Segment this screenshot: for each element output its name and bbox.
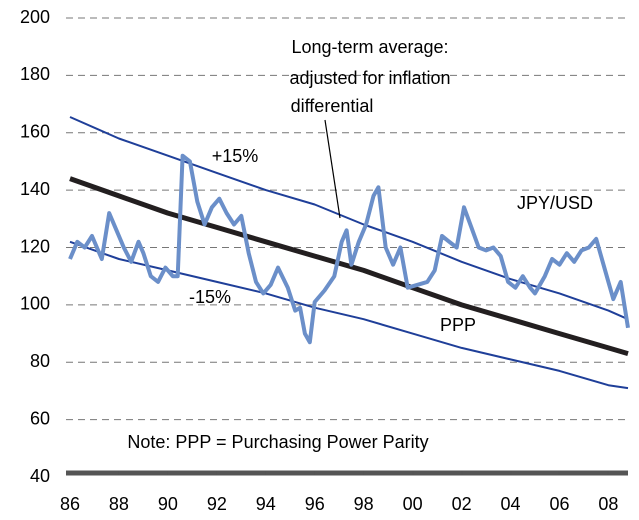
x-tick-label: 02 — [452, 494, 472, 514]
y-tick-label: 180 — [20, 64, 50, 84]
y-tick-label: 200 — [20, 7, 50, 27]
y-tick-label: 160 — [20, 122, 50, 142]
y-tick-label: 60 — [30, 408, 50, 428]
series-line — [68, 153, 630, 345]
series-line — [69, 176, 629, 357]
x-tick-label: 86 — [60, 494, 80, 514]
y-tick-label: 100 — [20, 294, 50, 314]
x-tick-label: 88 — [109, 494, 129, 514]
x-tick-label: 08 — [598, 494, 618, 514]
annotation: -15% — [189, 287, 231, 307]
x-tick-label: 92 — [207, 494, 227, 514]
y-tick-label: 80 — [30, 351, 50, 371]
y-tick-label: 120 — [20, 236, 50, 256]
note: Note: PPP = Purchasing Power Parity — [127, 432, 428, 452]
x-tick-label: 00 — [403, 494, 423, 514]
annotation: JPY/USD — [517, 193, 593, 213]
x-tick-label: 04 — [501, 494, 521, 514]
x-tick-label: 94 — [256, 494, 276, 514]
annotation-arrow — [324, 119, 341, 219]
x-tick-label: 98 — [354, 494, 374, 514]
series-line — [69, 116, 629, 321]
annotation: adjusted for inflation — [289, 68, 450, 88]
y-tick-label: 140 — [20, 179, 50, 199]
y-tick-label: 40 — [30, 466, 50, 486]
annotation: differential — [291, 96, 374, 116]
annotation: Long-term average: — [291, 37, 448, 57]
annotation: PPP — [440, 315, 476, 335]
x-tick-label: 90 — [158, 494, 178, 514]
x-tick-label: 96 — [305, 494, 325, 514]
x-tick-label: 06 — [549, 494, 569, 514]
annotation: +15% — [212, 146, 259, 166]
